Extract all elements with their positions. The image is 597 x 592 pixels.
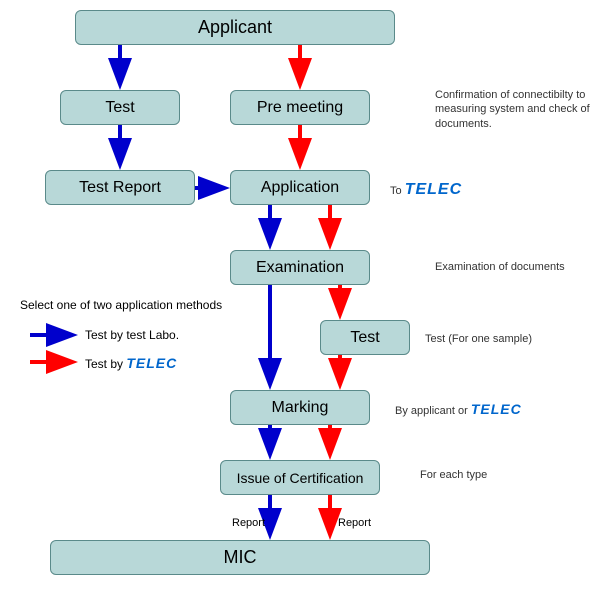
note-issue: For each type: [420, 468, 487, 482]
box-marking: Marking: [230, 390, 370, 425]
legend-blue-label: Test by test Labo.: [85, 328, 179, 342]
legend-red-label: Test by TELEC: [85, 355, 177, 371]
note-marking: By applicant or TELEC: [395, 400, 522, 418]
box-premeeting: Pre meeting: [230, 90, 370, 125]
report-right-label: Report: [338, 517, 371, 529]
box-testreport: Test Report: [45, 170, 195, 205]
legend-title: Select one of two application methods: [20, 298, 222, 312]
telec-logo: TELEC: [405, 181, 462, 198]
report-left-label: Report: [232, 517, 265, 529]
telec-logo: TELEC: [126, 355, 177, 371]
box-issue: Issue of Certification: [220, 460, 380, 495]
note-examination: Examination of documents: [435, 260, 565, 274]
box-applicant: Applicant: [75, 10, 395, 45]
box-test2: Test: [320, 320, 410, 355]
telec-logo: TELEC: [471, 401, 522, 417]
note-application-to: To TELEC: [390, 180, 462, 201]
box-application: Application: [230, 170, 370, 205]
note-premeeting: Confirmation of connectibilty to measuri…: [435, 88, 590, 131]
box-test: Test: [60, 90, 180, 125]
note-test2: Test (For one sample): [425, 332, 532, 346]
box-examination: Examination: [230, 250, 370, 285]
box-mic: MIC: [50, 540, 430, 575]
